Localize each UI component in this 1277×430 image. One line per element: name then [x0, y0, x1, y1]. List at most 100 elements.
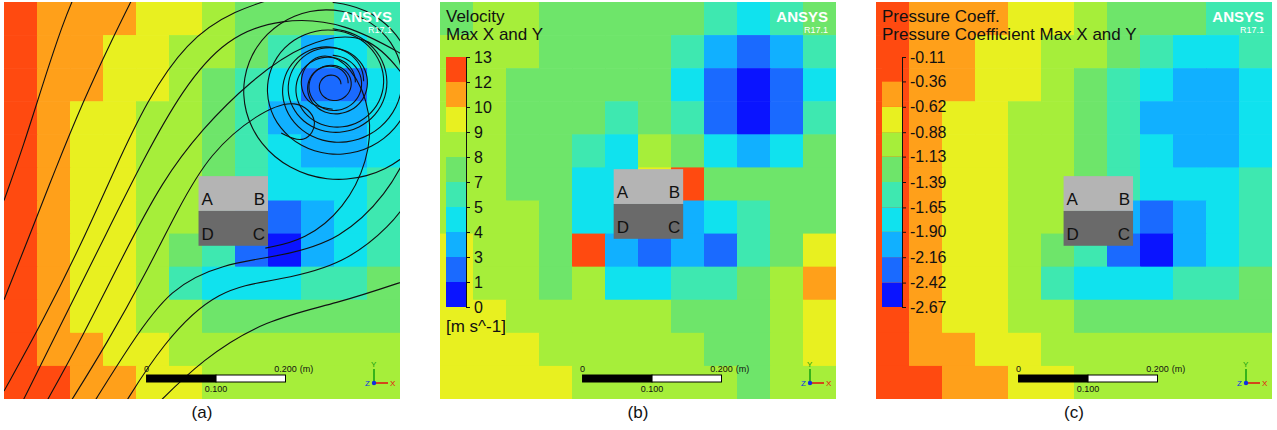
scale-bar-label: 0.100 — [1077, 384, 1100, 394]
streamline — [309, 55, 362, 110]
field-cell — [605, 101, 639, 135]
field-cell — [136, 300, 170, 334]
field-cell — [704, 35, 738, 69]
triad-label: Z — [1237, 379, 1242, 388]
colorbar-tick-mark — [902, 283, 906, 284]
building-label: C — [1118, 225, 1130, 244]
field-cell — [169, 2, 203, 36]
triad-z — [1244, 381, 1248, 385]
colorbar-band — [882, 132, 902, 156]
colorbar-tick-label: 7 — [474, 174, 483, 191]
colorbar-tick: 9 — [466, 124, 483, 141]
scale-bar-label: 0.100 — [641, 384, 664, 394]
field-cell — [70, 68, 104, 102]
panel-label: (a) — [192, 403, 213, 422]
colorbar-tick-label: 10 — [474, 99, 492, 116]
scale-bar: 00.1000.200(m) — [1016, 364, 1185, 394]
colorbar-tick-label: -0.36 — [910, 73, 947, 90]
field-cell — [37, 366, 71, 399]
field-cell — [268, 167, 302, 201]
field-cell — [539, 167, 573, 201]
scale-bar-segment — [583, 375, 652, 382]
field-cell — [942, 300, 976, 334]
field-cell — [202, 35, 236, 69]
building-top — [199, 176, 268, 211]
field-cell — [1206, 134, 1240, 168]
field-cell — [1008, 267, 1042, 301]
colorbar-tick-label: -0.62 — [910, 98, 947, 115]
field-cell — [1008, 234, 1042, 268]
field-cell — [975, 333, 1009, 367]
scale-bar-segment — [652, 375, 721, 382]
scale-bar-unit: (m) — [736, 364, 750, 374]
field-cell — [367, 234, 400, 268]
field-cell — [1140, 300, 1174, 334]
field-cell — [737, 68, 771, 102]
scale-bar-label: 0.200 — [274, 364, 297, 374]
field-cell — [1239, 35, 1272, 69]
streamline — [123, 201, 400, 400]
building-label: D — [617, 218, 629, 237]
field-cell — [737, 300, 771, 334]
field-cell — [1140, 35, 1174, 69]
scale-bar-segment — [1019, 375, 1088, 382]
field-cell — [539, 68, 573, 102]
colorbar-subtitle: Pressure Coefficient Max X and Y — [882, 25, 1137, 44]
field-cell — [770, 234, 804, 268]
field-cell — [473, 167, 507, 201]
field-cell — [803, 35, 836, 69]
colorbar-tick-mark — [466, 132, 470, 133]
field-cell — [572, 300, 606, 334]
field-cell — [803, 68, 836, 102]
field-cell — [1173, 267, 1207, 301]
colorbar-tick-label: -1.39 — [910, 174, 947, 191]
field-cell — [1008, 333, 1042, 367]
colorbar-tick-label: -2.67 — [910, 299, 947, 316]
colorbar-tick-label: 4 — [474, 224, 483, 241]
colorbar-band — [882, 182, 902, 207]
colorbar-tick-mark — [466, 282, 470, 283]
field-cell — [1206, 167, 1240, 201]
field-cell — [638, 35, 672, 69]
field-cell — [37, 134, 71, 168]
field-cell — [975, 300, 1009, 334]
field-cell — [169, 35, 203, 69]
colorbar-tick: -0.62 — [902, 98, 947, 115]
panel: ABCDANSYSR17.1Pressure Coeff.Pressure Co… — [876, 2, 1273, 422]
colorbar-tick-mark — [902, 107, 906, 108]
field-cell — [1140, 2, 1174, 36]
field-cell — [334, 366, 368, 399]
colorbar-tick-mark — [466, 82, 470, 83]
building: ABCD — [1064, 176, 1133, 246]
streamline — [91, 153, 400, 399]
field-cell — [572, 267, 606, 301]
field-cell — [37, 234, 71, 268]
colorbar-tick-mark — [902, 257, 906, 258]
streamline — [288, 29, 387, 133]
triad-label: Z — [801, 379, 806, 388]
field-cell — [334, 167, 368, 201]
building-side — [614, 204, 683, 239]
scale-bar-label: 0.200 — [1146, 364, 1169, 374]
field-cell — [70, 2, 104, 36]
field-cell — [506, 234, 540, 268]
colorbar-tick: 13 — [466, 49, 492, 66]
field-cell — [1239, 68, 1272, 102]
field-cell — [770, 167, 804, 201]
logo: ANSYS — [1212, 8, 1264, 25]
field-cell — [1074, 134, 1108, 168]
triad-label: X — [826, 379, 832, 388]
field-cell — [440, 366, 474, 399]
colorbar-tick: -1.39 — [902, 174, 947, 191]
colorbar-tick: 10 — [466, 99, 492, 116]
triad-label: X — [390, 379, 396, 388]
field-cell — [942, 267, 976, 301]
field-cell — [235, 134, 269, 168]
field-cell — [301, 234, 335, 268]
colorbar-tick-label: 5 — [474, 199, 483, 216]
field-cell — [671, 101, 705, 135]
field-cell — [605, 300, 639, 334]
field-cell — [473, 68, 507, 102]
field-cell — [103, 35, 137, 69]
field-cell — [1206, 300, 1240, 334]
